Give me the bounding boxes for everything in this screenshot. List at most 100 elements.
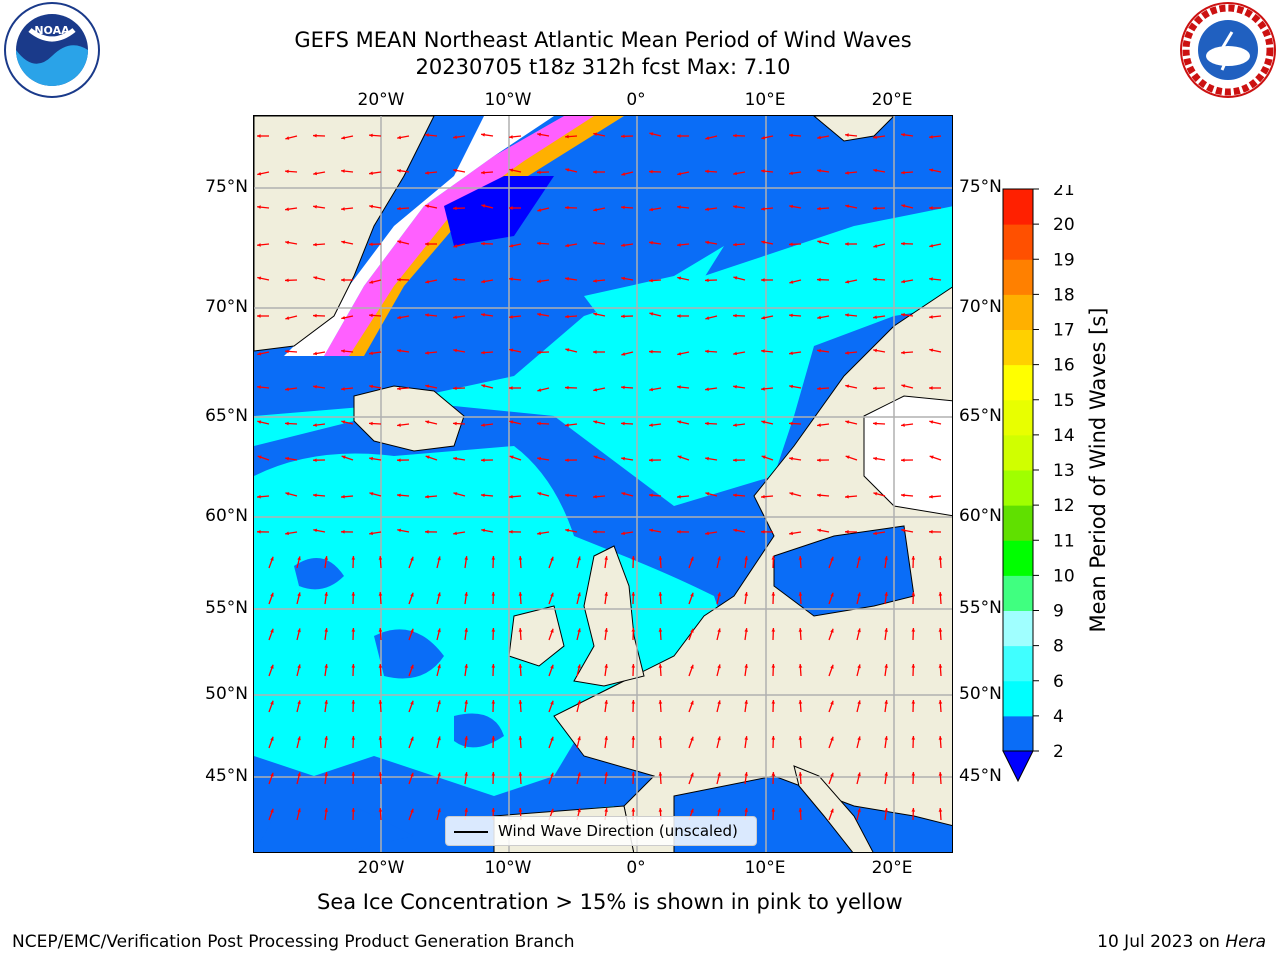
wave-direction-arrowhead	[873, 168, 878, 173]
wave-direction-arrowhead	[621, 421, 625, 426]
wave-direction-arrowhead	[324, 592, 328, 596]
wave-direction-arrowhead	[341, 169, 345, 173]
wave-direction-arrowhead	[285, 136, 290, 140]
wave-direction-arrowhead	[857, 772, 861, 777]
wave-direction-arrowhead	[938, 700, 943, 704]
wave-direction-arrowhead	[313, 423, 317, 427]
noaa-logo-icon: NOAA	[4, 2, 100, 98]
wave-direction-arrowhead	[929, 420, 934, 424]
wave-direction-arrowhead	[677, 530, 681, 534]
wave-direction-arrowhead	[313, 242, 317, 247]
wave-direction-arrowhead	[491, 808, 496, 812]
wave-direction-arrowhead	[285, 240, 290, 245]
wave-direction-arrowhead	[537, 132, 542, 137]
wave-direction-arrowhead	[658, 772, 663, 776]
wave-direction-arrowhead	[341, 315, 346, 320]
wave-direction-arrowhead	[593, 530, 597, 534]
wave-direction-arrowhead	[257, 351, 262, 356]
lat-tick-left: 60°N	[205, 506, 248, 526]
wave-direction-arrowhead	[817, 528, 822, 533]
sea-ice-region	[284, 116, 624, 356]
lon-tick-top: 10°W	[484, 90, 532, 110]
wave-direction-arrowhead	[453, 277, 457, 282]
wave-direction-arrowhead	[733, 242, 737, 247]
legend-label: Wind Wave Direction (unscaled)	[498, 822, 738, 840]
wave-direction-arrowhead	[873, 315, 877, 319]
wave-direction-arrowhead	[481, 133, 485, 137]
wave-direction-arrowhead	[577, 736, 581, 741]
wave-direction-arrowhead	[705, 456, 709, 461]
wave-direction-arrowhead	[717, 700, 721, 705]
wave-direction-arrowhead	[410, 592, 414, 597]
wave-direction-arrowhead	[705, 316, 710, 320]
wave-direction-arrowhead	[771, 592, 776, 596]
colorbar-swatch	[1003, 329, 1033, 366]
wave-direction-arrowhead	[658, 628, 663, 632]
colorbar-tick-label: 9	[1053, 602, 1064, 622]
wave-direction-arrowhead	[425, 384, 430, 389]
wave-direction-arrowhead	[369, 351, 373, 355]
wave-direction-arrowhead	[631, 556, 636, 560]
map-legend: Wind Wave Direction (unscaled)	[445, 816, 757, 846]
wave-direction-arrowhead	[761, 387, 765, 391]
wave-direction-arrowhead	[649, 349, 653, 354]
wind-wave-arrows	[256, 132, 943, 821]
colorbar: 2 4 6 8 9 10 11 12 13 14 15 16 17 18 19 20 21	[1002, 185, 1075, 783]
map-panel[interactable]	[253, 115, 953, 853]
wave-direction-arrowhead	[901, 279, 906, 284]
colorbar-swatch	[1003, 224, 1033, 260]
wave-direction-arrowhead	[857, 628, 861, 633]
wave-direction-arrowhead	[884, 592, 888, 596]
wave-direction-arrowhead	[285, 456, 289, 461]
wave-direction-arrowhead	[341, 240, 346, 245]
wave-direction-arrowhead	[631, 700, 636, 704]
wave-direction-arrowhead	[565, 385, 569, 390]
wave-direction-arrowhead	[690, 700, 694, 705]
wave-direction-arrowhead	[884, 556, 888, 560]
wave-direction-arrowhead	[297, 700, 301, 705]
colorbar-tick-label: 4	[1053, 707, 1064, 727]
wave-direction-arrowhead	[938, 772, 943, 776]
wave-direction-arrowhead	[845, 133, 849, 137]
wave-direction-arrowhead	[744, 700, 748, 704]
wave-direction-arrowhead	[604, 592, 608, 596]
wave-direction-arrowhead	[677, 134, 681, 138]
wave-direction-arrowhead	[705, 169, 709, 174]
wave-direction-arrowhead	[658, 808, 663, 812]
wave-direction-arrowhead	[789, 531, 793, 536]
wave-direction-arrowhead	[857, 808, 861, 813]
wave-period-map	[254, 116, 952, 852]
colorbar-swatch	[1003, 540, 1033, 576]
wave-direction-arrowhead	[621, 352, 626, 356]
wave-direction-arrowhead	[270, 736, 274, 741]
lat-tick-right: 65°N	[959, 406, 1002, 426]
wave-direction-arrowhead	[257, 385, 261, 389]
wave-direction-arrowhead	[621, 243, 625, 247]
wave-direction-arrowhead	[270, 556, 274, 561]
wave-direction-arrowhead	[369, 384, 374, 389]
wave-direction-arrowhead	[537, 421, 541, 426]
wave-direction-arrowhead	[453, 168, 458, 173]
wave-direction-arrowhead	[604, 736, 608, 740]
wave-direction-arrowhead	[798, 664, 803, 668]
wave-direction-arrowhead	[313, 493, 317, 498]
wave-direction-arrowhead	[789, 456, 793, 461]
wave-direction-arrowhead	[437, 592, 441, 597]
wave-direction-arrowhead	[677, 243, 681, 247]
wave-direction-arrowhead	[351, 628, 356, 632]
wave-direction-arrowhead	[577, 556, 581, 561]
wave-direction-arrowhead	[798, 700, 803, 704]
lat-tick-right: 70°N	[959, 297, 1002, 317]
wave-direction-arrowhead	[830, 592, 834, 597]
wave-direction-arrowhead	[817, 423, 821, 427]
lon-tick-bottom: 0°	[626, 858, 646, 878]
wave-direction-arrowhead	[313, 458, 317, 462]
wave-direction-arrowhead	[817, 458, 821, 462]
lat-tick-right: 60°N	[959, 506, 1002, 526]
wave-direction-arrowhead	[341, 387, 345, 391]
wave-direction-arrowhead	[658, 592, 663, 596]
wave-direction-arrowhead	[593, 455, 598, 459]
wave-direction-arrowhead	[565, 243, 570, 248]
wave-direction-arrowhead	[378, 664, 383, 668]
wave-direction-arrowhead	[621, 205, 625, 210]
